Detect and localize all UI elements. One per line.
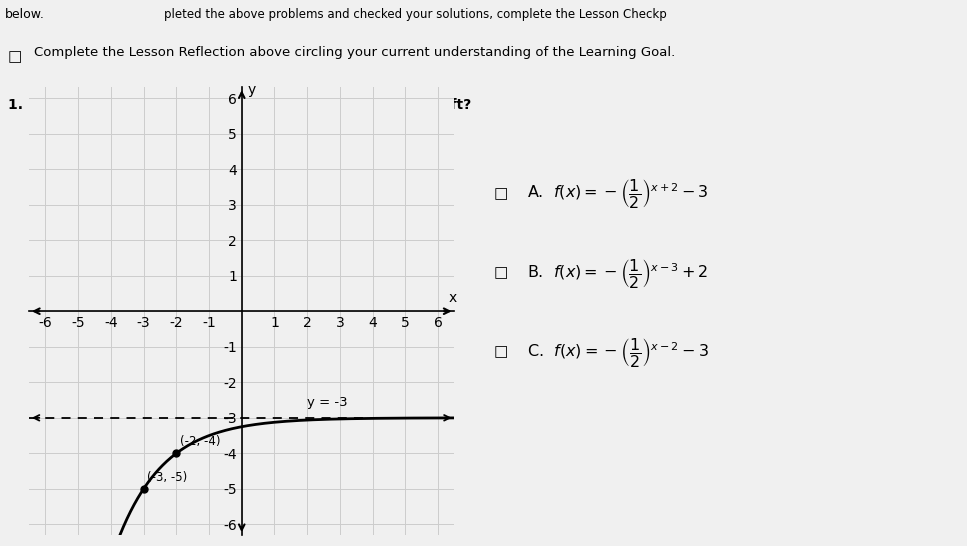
Text: □: □ [493,265,508,281]
Text: pleted the above problems and checked your solutions, complete the Lesson Checkp: pleted the above problems and checked yo… [164,8,667,21]
Text: B.  $f(x) = -\left(\dfrac{1}{2}\right)^{x-3} + 2$: B. $f(x) = -\left(\dfrac{1}{2}\right)^{x… [527,257,709,289]
Text: C.  $f(x) = -\left(\dfrac{1}{2}\right)^{x-2} - 3$: C. $f(x) = -\left(\dfrac{1}{2}\right)^{x… [527,336,709,369]
Text: □: □ [8,49,22,64]
Text: □: □ [493,345,508,360]
Text: (-2, -4): (-2, -4) [180,435,220,448]
Text: y = -3: y = -3 [308,396,348,409]
Text: (-3, -5): (-3, -5) [147,471,187,484]
Text: □: □ [493,186,508,201]
Text: y: y [248,83,256,97]
Text: x: x [449,291,457,305]
Text: 1.   Which function is represented by the graph to the left?: 1. Which function is represented by the … [8,98,471,112]
Text: below.: below. [5,8,44,21]
Text: Complete the Lesson Reflection above circling your current understanding of the : Complete the Lesson Reflection above cir… [34,46,675,60]
Text: A.  $f(x) = -\left(\dfrac{1}{2}\right)^{x+2} - 3$: A. $f(x) = -\left(\dfrac{1}{2}\right)^{x… [527,177,709,210]
